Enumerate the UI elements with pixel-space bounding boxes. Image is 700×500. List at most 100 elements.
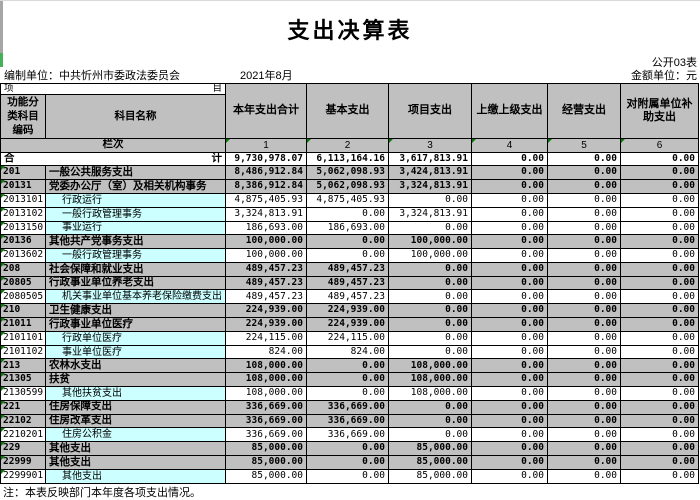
row-code[interactable]: 2013602 [0,248,46,263]
row-value[interactable]: 0.00 [620,413,699,429]
row-code[interactable]: 2299901 [0,468,46,484]
row-value[interactable]: 0.00 [620,455,699,470]
row-value[interactable]: 0.00 [620,386,699,401]
row-name[interactable]: 行政事业单位医疗 [45,317,226,332]
row-name[interactable]: 其他支出 [45,455,226,470]
row-value[interactable]: 0.00 [306,358,389,374]
row-value[interactable]: 0.00 [471,441,548,457]
row-value[interactable]: 0.00 [388,192,472,208]
row-value[interactable]: 0.00 [547,179,621,194]
row-name[interactable]: 社会保障和就业支出 [45,261,226,277]
row-value[interactable]: 0.00 [388,344,472,360]
row-code[interactable]: 2013150 [0,220,46,236]
row-value[interactable]: 0.00 [471,372,548,388]
row-value[interactable]: 85,000.00 [225,468,307,484]
row-value[interactable]: 108,000.00 [388,386,472,401]
row-code[interactable]: 22102 [0,413,46,429]
row-value[interactable]: 0.00 [306,441,389,457]
row-value[interactable]: 4,875,405.93 [306,192,389,208]
row-code[interactable]: 2013102 [0,206,46,222]
row-value[interactable]: 4,875,405.93 [225,192,307,208]
row-value[interactable]: 85,000.00 [225,455,307,470]
row-value[interactable]: 336,669.00 [225,413,307,429]
row-name[interactable]: 一般行政管理事务 [45,248,226,263]
row-name[interactable]: 其他共产党事务支出 [45,234,226,250]
row-value[interactable]: 3,424,813.91 [388,165,472,181]
row-value[interactable]: 336,669.00 [306,399,389,415]
row-value[interactable]: 8,486,912.84 [225,165,307,181]
row-value[interactable]: 0.00 [547,455,621,470]
col-header-name[interactable]: 科目名称 [45,94,226,139]
row-value[interactable]: 0.00 [306,455,389,470]
row-value[interactable]: 3,324,813.91 [388,206,472,222]
row-value[interactable]: 0.00 [471,330,548,346]
row-code[interactable]: 2013101 [0,192,46,208]
col-header-operating[interactable]: 经营支出 [547,83,621,139]
row-value[interactable]: 0.00 [547,220,621,236]
row-value[interactable]: 0.00 [306,468,389,484]
row-value[interactable]: 85,000.00 [388,455,472,470]
row-value[interactable]: 489,457.23 [306,261,389,277]
row-value[interactable]: 85,000.00 [388,441,472,457]
row-value[interactable]: 0.00 [388,427,472,443]
row-code[interactable]: 210 [0,303,46,319]
row-value[interactable]: 0.00 [547,248,621,263]
row-code[interactable]: 20136 [0,234,46,250]
row-value[interactable]: 0.00 [306,234,389,250]
row-value[interactable]: 3,324,813.91 [225,206,307,222]
row-value[interactable]: 0.00 [388,261,472,277]
row-value[interactable]: 0.00 [547,372,621,388]
row-value[interactable]: 0.00 [547,468,621,484]
row-name[interactable]: 行政事业单位养老支出 [45,275,226,291]
row-value[interactable]: 224,939.00 [306,317,389,332]
total-value[interactable]: 0.00 [547,151,621,167]
row-value[interactable]: 0.00 [620,179,699,194]
row-value[interactable]: 0.00 [388,330,472,346]
row-value[interactable]: 0.00 [471,468,548,484]
row-name[interactable]: 其他支出 [45,441,226,457]
row-value[interactable]: 0.00 [306,248,389,263]
row-value[interactable]: 0.00 [547,427,621,443]
row-value[interactable]: 0.00 [547,399,621,415]
row-name[interactable]: 住房公积金 [45,427,226,443]
row-value[interactable]: 5,062,098.93 [306,179,389,194]
row-value[interactable]: 0.00 [547,261,621,277]
row-name[interactable]: 卫生健康支出 [45,303,226,319]
row-value[interactable]: 0.00 [388,317,472,332]
row-code[interactable]: 221 [0,399,46,415]
row-value[interactable]: 0.00 [547,234,621,250]
row-value[interactable]: 224,115.00 [306,330,389,346]
row-value[interactable]: 0.00 [471,179,548,194]
lanci-col-5[interactable]: 5 [547,137,621,153]
row-name[interactable]: 一般公共服务支出 [45,165,226,181]
row-value[interactable]: 336,669.00 [225,399,307,415]
row-value[interactable]: 100,000.00 [225,234,307,250]
row-value[interactable]: 186,693.00 [225,220,307,236]
row-value[interactable]: 0.00 [471,220,548,236]
row-value[interactable]: 0.00 [547,206,621,222]
row-value[interactable]: 489,457.23 [225,261,307,277]
row-value[interactable]: 0.00 [547,165,621,181]
row-name[interactable]: 事业单位医疗 [45,344,226,360]
row-value[interactable]: 0.00 [388,413,472,429]
col-header-subsidy[interactable]: 对附属单位补助支出 [620,83,699,139]
row-value[interactable]: 0.00 [471,455,548,470]
row-value[interactable]: 108,000.00 [225,386,307,401]
row-value[interactable]: 0.00 [620,330,699,346]
row-value[interactable]: 0.00 [620,192,699,208]
row-value[interactable]: 0.00 [620,275,699,291]
col-header-total[interactable]: 本年支出合计 [225,83,307,139]
row-value[interactable]: 0.00 [620,206,699,222]
row-value[interactable]: 0.00 [471,206,548,222]
row-value[interactable]: 489,457.23 [306,289,389,305]
row-value[interactable]: 0.00 [471,317,548,332]
lanci-col-1[interactable]: 1 [225,137,307,153]
row-value[interactable]: 0.00 [471,275,548,291]
lanci-col-2[interactable]: 2 [306,137,389,153]
total-value[interactable]: 0.00 [620,151,699,167]
row-code[interactable]: 21011 [0,317,46,332]
row-value[interactable]: 336,669.00 [225,427,307,443]
total-value[interactable]: 6,113,164.16 [306,151,389,167]
row-value[interactable]: 0.00 [620,399,699,415]
row-value[interactable]: 0.00 [547,317,621,332]
